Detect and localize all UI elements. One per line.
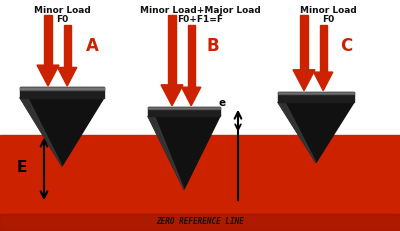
- Text: B: B: [206, 37, 219, 55]
- Bar: [20, 88, 104, 98]
- Polygon shape: [37, 66, 59, 87]
- Text: Minor Load: Minor Load: [300, 6, 356, 15]
- Bar: [148, 108, 220, 109]
- Bar: [20, 88, 104, 89]
- Bar: [148, 107, 220, 117]
- Text: Minor Load: Minor Load: [34, 6, 90, 15]
- Text: A: A: [86, 37, 99, 55]
- Bar: [64, 25, 71, 74]
- Text: E: E: [17, 159, 27, 174]
- Bar: [278, 92, 354, 95]
- Bar: [300, 16, 308, 77]
- Bar: [168, 16, 176, 92]
- Polygon shape: [314, 73, 333, 91]
- Polygon shape: [182, 88, 201, 106]
- Polygon shape: [20, 98, 62, 166]
- Bar: [148, 107, 220, 110]
- Bar: [20, 88, 104, 90]
- Polygon shape: [293, 70, 315, 91]
- Polygon shape: [58, 68, 77, 87]
- Polygon shape: [20, 98, 104, 166]
- Polygon shape: [278, 103, 354, 163]
- Polygon shape: [161, 85, 183, 106]
- Text: F0: F0: [56, 15, 68, 24]
- Bar: [44, 16, 52, 72]
- Bar: [320, 25, 327, 78]
- Bar: [0, 214, 400, 231]
- Text: F0+F1=F: F0+F1=F: [177, 15, 223, 24]
- Text: e: e: [219, 97, 226, 107]
- Bar: [278, 92, 354, 103]
- Polygon shape: [278, 103, 316, 163]
- Text: ZERO REFERENCE LINE: ZERO REFERENCE LINE: [156, 216, 244, 225]
- Bar: [0, 135, 400, 231]
- Bar: [278, 93, 354, 94]
- Polygon shape: [148, 117, 220, 189]
- Text: F0: F0: [322, 15, 334, 24]
- Text: Minor Load+Major Load: Minor Load+Major Load: [140, 6, 260, 15]
- Bar: [188, 25, 195, 93]
- Polygon shape: [148, 117, 184, 189]
- Text: C: C: [340, 37, 352, 55]
